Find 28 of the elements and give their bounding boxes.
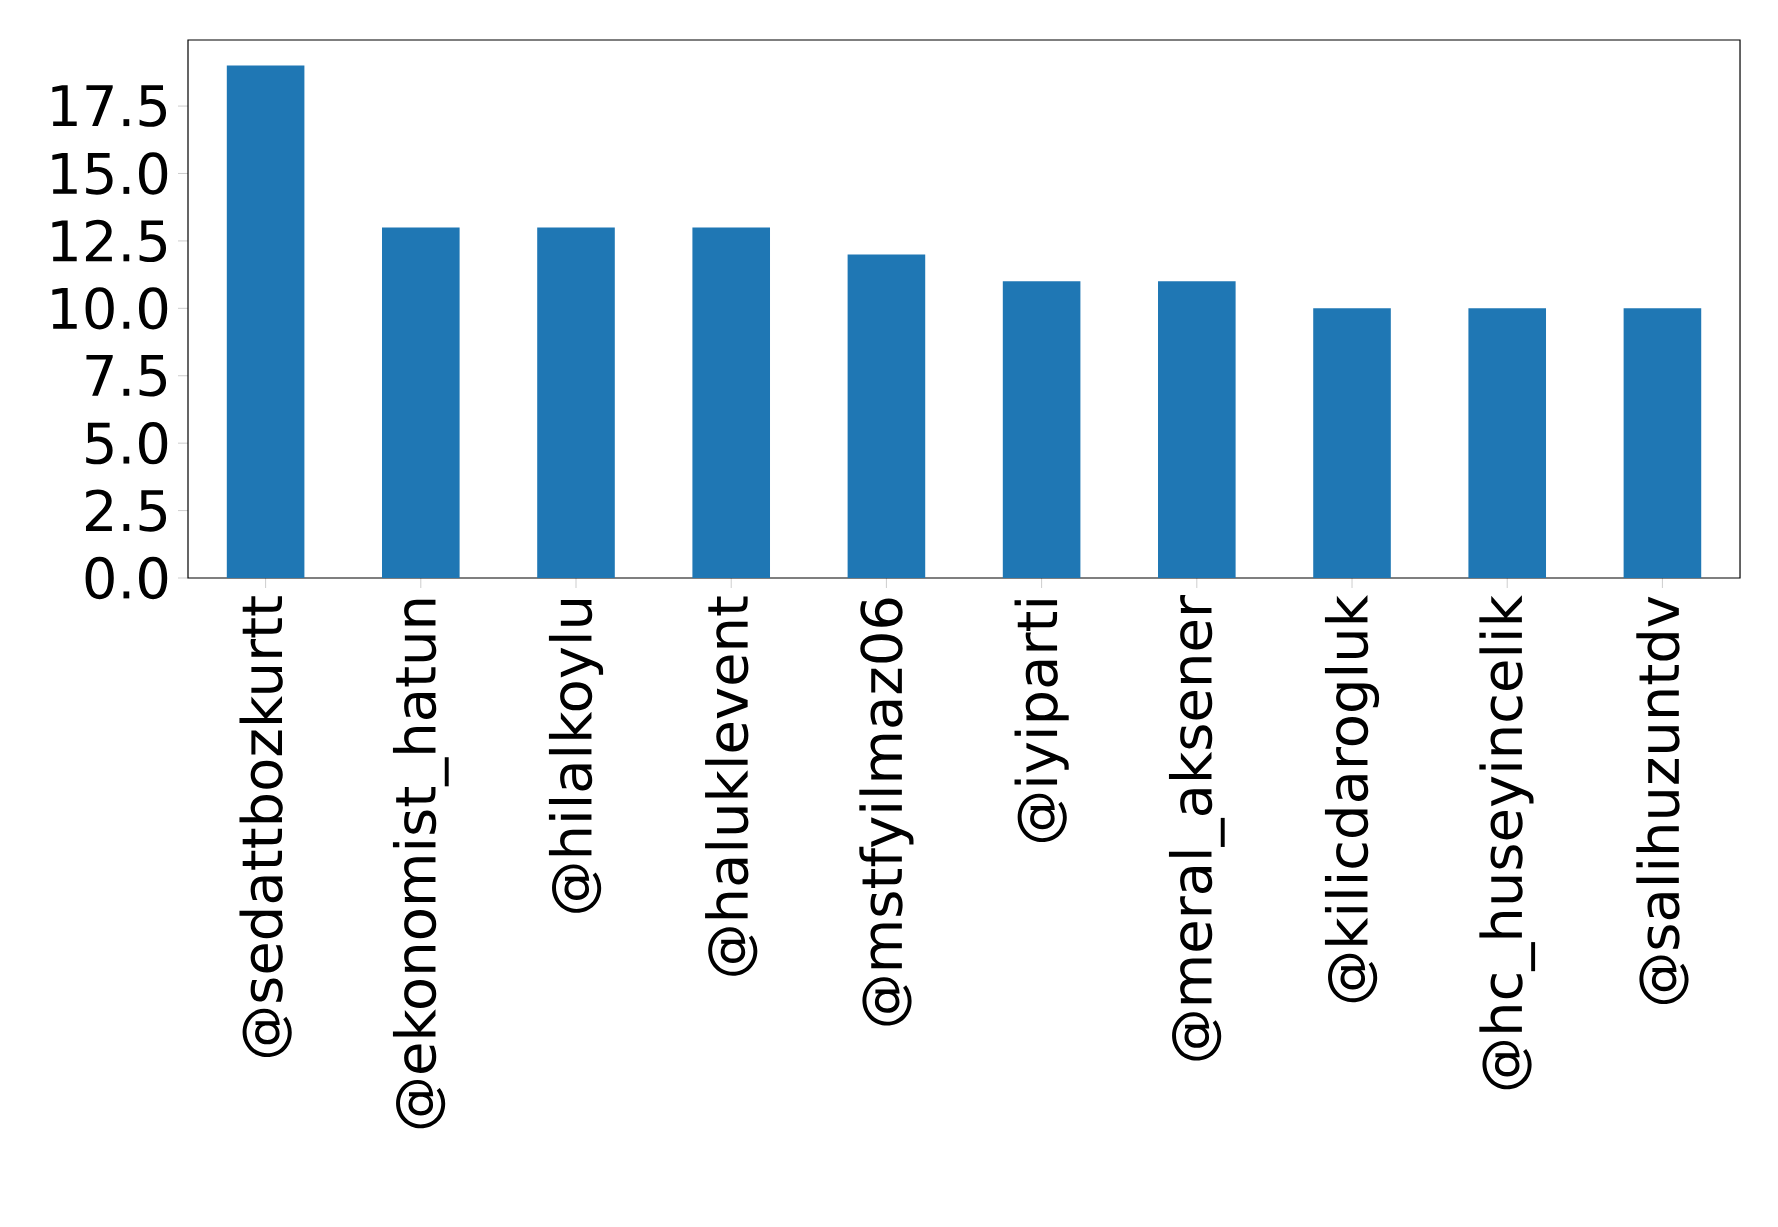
x-tick-label: @hilalkoylu — [548, 600, 604, 913]
x-tick-label: @kilicdarogluk — [1324, 595, 1380, 1003]
bar — [692, 227, 771, 578]
x-tick-label: @hc_huseyincelik — [1479, 595, 1536, 1090]
bar — [226, 65, 305, 578]
x-tick-label: @haluklevent — [705, 596, 758, 976]
bar — [1468, 308, 1547, 578]
bar — [1002, 281, 1081, 578]
y-tick-label: 17.5 — [52, 85, 167, 127]
y-tick-label: 7.5 — [86, 354, 167, 397]
x-tick-label: @sedattbozkurtt — [239, 596, 292, 1058]
y-tick-label: 5.0 — [86, 421, 168, 465]
x-tick-label: @mstfyilmaz06 — [859, 598, 914, 1026]
y-tick-label: 15.0 — [52, 152, 168, 195]
bar — [1158, 281, 1236, 578]
x-tick-label: @salihuzuntdv — [1636, 596, 1689, 1004]
y-tick-label: 2.5 — [85, 489, 167, 532]
y-tick-label: 0.0 — [85, 556, 168, 600]
x-tick-label: @meral_aksener — [1168, 595, 1225, 1061]
bar — [847, 254, 926, 578]
y-tick-label: 10.0 — [52, 287, 168, 330]
bar — [1313, 308, 1391, 578]
bar — [537, 227, 615, 578]
x-tick-label: @iyiparti — [1014, 600, 1069, 843]
x-tick-label: @ekonomist_hatun — [392, 599, 449, 1129]
y-tick-label: 12.5 — [52, 219, 167, 263]
bar — [382, 227, 460, 578]
bar — [1623, 308, 1702, 578]
